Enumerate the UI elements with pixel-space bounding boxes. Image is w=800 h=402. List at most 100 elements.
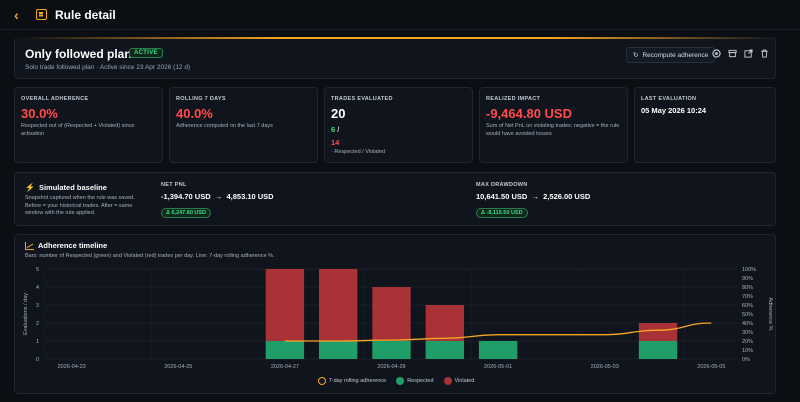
x-tick-label: 2026-04-29 <box>377 364 405 370</box>
archive-icon[interactable] <box>726 49 738 61</box>
y-right-tick-label: 0% <box>742 357 750 363</box>
page-title: Rule detail <box>55 7 116 22</box>
timeline-title: Adherence timeline <box>25 241 107 250</box>
rolling-7-days-card: ROLLING 7 DAYS 40.0% Adherence computed … <box>169 87 318 163</box>
y-right-tick-label: 10% <box>742 348 753 354</box>
bar-respected <box>319 341 358 359</box>
bar-violated <box>319 269 358 341</box>
y-left-tick-label: 1 <box>36 339 39 345</box>
x-tick-label: 2026-04-25 <box>164 364 192 370</box>
net-pnl-before: -1,394.70 USD <box>161 192 211 201</box>
last-evaluation-card: LAST EVALUATION 05 May 2026 10:24 <box>634 87 776 163</box>
y-right-tick-label: 100% <box>742 267 756 273</box>
stat-label: REALIZED IMPACT <box>486 96 541 102</box>
external-link-icon[interactable] <box>742 49 754 61</box>
y-right-tick-label: 20% <box>742 339 753 345</box>
adherence-timeline-card: 0 1 2 3 4 5 0% 10% 20% 30% 40% 50% 60% 70% 80% 90% 100% E… <box>14 234 776 394</box>
x-tick-label: 2026-05-01 <box>484 364 512 370</box>
legend-label: Respected <box>407 378 434 384</box>
timeline-subtitle: Bars: number of Respected (green) and Vi… <box>25 253 275 259</box>
y-right-tick-label: 30% <box>742 330 753 336</box>
x-tick-label: 2026-04-23 <box>58 364 86 370</box>
y-right-tick-label: 80% <box>742 285 753 291</box>
stat-label: ROLLING 7 DAYS <box>176 96 226 102</box>
y-left-tick-label: 0 <box>36 357 39 363</box>
arrow-right-icon: → <box>212 192 225 201</box>
legend-item-adherence[interactable]: 7-day rolling adherence <box>317 377 387 385</box>
net-pnl-values: -1,394.70 USD → 4,853.10 USD <box>161 192 274 201</box>
bar-respected <box>425 341 464 359</box>
bar-violated <box>638 323 678 341</box>
target-icon[interactable] <box>710 49 722 61</box>
y-left-tick-label: 5 <box>36 267 39 273</box>
legend-label: 7-day rolling adherence <box>328 378 387 384</box>
max-drawdown-values: 10,641.50 USD → 2,526.00 USD <box>476 192 590 201</box>
stat-desc: · Respected / Violated <box>331 149 386 155</box>
x-tick-label: 2026-05-05 <box>697 364 725 370</box>
accent-line <box>15 37 777 39</box>
y-right-tick-label: 90% <box>742 276 753 282</box>
stat-desc: Adherence computed on the last 7 days <box>176 123 273 129</box>
refresh-icon: ↻ <box>633 52 639 59</box>
trades-evaluated-card: TRADES EVALUATED 20 6 / 14 · Respected /… <box>324 87 473 163</box>
stat-label: TRADES EVALUATED <box>331 96 393 102</box>
recompute-adherence-button[interactable]: ↻ Recompute adherence <box>626 47 716 63</box>
max-drawdown-before: 10,641.50 USD <box>476 192 528 201</box>
status-badge: ACTIVE <box>129 48 163 58</box>
max-drawdown-delta: Δ -8,115.50 USD <box>476 208 528 218</box>
violated-count: 14 <box>331 138 340 147</box>
legend-swatch <box>396 377 405 385</box>
recompute-label: Recompute adherence <box>642 51 709 59</box>
legend-swatch <box>317 377 326 385</box>
y-left-tick-label: 2 <box>36 321 39 327</box>
realized-impact-card: REALIZED IMPACT -9,464.80 USD Sum of Net… <box>479 87 628 163</box>
adherence-chart: 0123450%10%20%30%40%50%60%70%80%90%100%E… <box>23 267 773 370</box>
stat-value: 40.0% <box>176 106 213 121</box>
baseline-title-text: Simulated baseline <box>38 183 107 192</box>
baseline-title: ⚡ Simulated baseline <box>25 183 107 192</box>
stat-desc: Respected out of (Respected + Violated) … <box>21 123 135 137</box>
chart-legend: 7-day rolling adherence Respected Violat… <box>15 377 777 385</box>
back-chevron-icon[interactable]: ‹ <box>14 6 19 23</box>
timeline-title-text: Adherence timeline <box>38 241 108 250</box>
y-left-axis-label: Evaluations / day <box>23 293 29 335</box>
rule-header-card: Only followed plan ACTIVE Solo trade fol… <box>14 37 777 79</box>
y-right-tick-label: 40% <box>742 321 753 327</box>
stat-label: OVERALL ADHERENCE <box>21 96 89 102</box>
bar-respected <box>638 341 678 359</box>
stat-label: LAST EVALUATION <box>641 96 697 102</box>
bar-respected <box>478 341 518 359</box>
bar-violated <box>265 269 305 341</box>
legend-label: Violated <box>454 378 475 384</box>
overall-adherence-card: OVERALL ADHERENCE 30.0% Respected out of… <box>14 87 163 163</box>
chart-line-icon <box>25 241 34 250</box>
stat-desc: Sum of Net PnL on violating trades: nega… <box>486 123 620 137</box>
legend-item-violated[interactable]: Violated <box>443 377 475 385</box>
arrow-right-icon: → <box>529 192 542 201</box>
stat-value: 05 May 2026 10:24 <box>641 106 707 115</box>
x-tick-label: 2026-05-03 <box>591 364 619 370</box>
net-pnl-label: NET PNL <box>161 182 187 188</box>
legend-item-respected[interactable]: Respected <box>396 377 434 385</box>
bar-violated <box>372 287 411 341</box>
rule-icon <box>36 9 47 20</box>
trash-icon[interactable] <box>758 49 770 61</box>
stat-value: 30.0% <box>21 106 58 121</box>
y-right-tick-label: 50% <box>742 312 753 318</box>
y-left-tick-label: 3 <box>36 303 39 309</box>
baseline-desc: Snapshot captured when the rule was save… <box>25 195 135 216</box>
rule-subtitle: Solo trade followed plan · Active since … <box>25 64 191 71</box>
max-drawdown-label: MAX DRAWDOWN <box>476 182 528 188</box>
max-drawdown-block: MAX DRAWDOWN 10,641.50 USD → 2,526.00 US… <box>476 182 590 219</box>
y-right-tick-label: 70% <box>742 294 753 300</box>
bar-violated <box>425 305 464 341</box>
net-pnl-after: 4,853.10 USD <box>226 192 274 201</box>
respected-count: 6 <box>331 125 336 134</box>
max-drawdown-after: 2,526.00 USD <box>543 192 591 201</box>
stat-value: -9,464.80 USD <box>486 106 572 121</box>
stat-value: 20 <box>331 106 346 121</box>
top-bar: ‹ Rule detail <box>0 0 800 30</box>
x-tick-label: 2026-04-27 <box>271 364 299 370</box>
legend-swatch <box>443 377 452 385</box>
y-left-tick-label: 4 <box>36 285 39 291</box>
